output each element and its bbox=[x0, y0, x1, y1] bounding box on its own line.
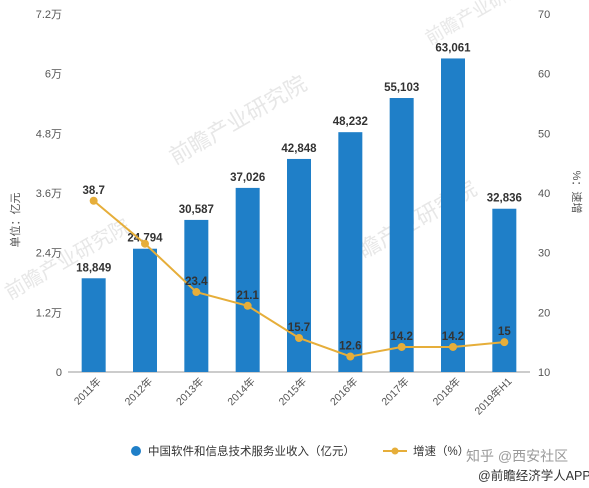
line-labels: 38.7 23.4 21.1 15.7 12.6 14.2 14.2 15 bbox=[82, 185, 511, 353]
bar-labels: 18,84924,79430,58737,02642,84848,23255,1… bbox=[76, 42, 522, 274]
right-tick-label: 20 bbox=[538, 307, 550, 319]
growth-value-label: 14.2 bbox=[442, 331, 464, 343]
bar bbox=[338, 132, 363, 372]
right-tick-label: 60 bbox=[538, 69, 550, 81]
right-y-axis: 10 20 30 40 50 60 70 bbox=[538, 9, 550, 379]
bar bbox=[492, 208, 517, 372]
growth-point bbox=[89, 196, 98, 205]
bar bbox=[235, 187, 260, 372]
bar-value-label: 63,061 bbox=[435, 42, 471, 54]
right-tick-label: 50 bbox=[538, 128, 550, 140]
left-tick-label: 1.2万 bbox=[36, 307, 62, 319]
bar-value-label: 55,103 bbox=[384, 82, 419, 94]
growth-point bbox=[243, 301, 252, 310]
bar-value-label: 32,836 bbox=[487, 193, 522, 205]
bar-value-label: 30,587 bbox=[179, 204, 214, 216]
x-tick-label: 2014年 bbox=[225, 375, 258, 408]
growth-value-label: 21.1 bbox=[236, 290, 259, 302]
bar-value-label: 42,848 bbox=[281, 143, 317, 155]
bar bbox=[441, 58, 465, 373]
legend-bar-swatch bbox=[131, 446, 141, 456]
bar-value-label: 18,849 bbox=[76, 262, 111, 274]
x-tick-label: 2019年H1 bbox=[472, 375, 515, 418]
x-tick-label: 2017年 bbox=[379, 375, 412, 408]
growth-point bbox=[141, 239, 149, 248]
left-tick-label: 4.8万 bbox=[36, 128, 62, 140]
left-tick-label: 3.6万 bbox=[36, 188, 62, 200]
left-tick-label: 2.4万 bbox=[36, 248, 62, 260]
bar bbox=[133, 248, 157, 372]
x-tick-label: 2018年 bbox=[430, 375, 463, 408]
right-tick-label: 70 bbox=[538, 9, 550, 21]
growth-point bbox=[295, 333, 303, 342]
growth-value-label: 38.7 bbox=[82, 185, 104, 197]
left-tick-label: 0 bbox=[56, 367, 62, 379]
bar-value-label: 48,232 bbox=[333, 116, 368, 128]
growth-point bbox=[346, 352, 355, 361]
growth-point bbox=[449, 342, 457, 351]
legend-line-marker bbox=[391, 447, 399, 455]
footer-watermark-1: 知乎 @西安社区 bbox=[466, 448, 568, 464]
growth-value-label: 15 bbox=[498, 326, 511, 338]
x-tick-label: 2011年 bbox=[71, 375, 104, 408]
legend-line-label: 增速（%） bbox=[413, 444, 469, 458]
right-tick-label: 30 bbox=[538, 248, 550, 260]
growth-point bbox=[192, 288, 201, 297]
watermark-text: 前瞻产业研究院 bbox=[422, 0, 541, 48]
right-tick-label: 10 bbox=[538, 367, 550, 379]
x-axis-ticks: 2011年 2012年 2013年 2014年 2015年 2016年 2017年 2018年… bbox=[71, 375, 514, 418]
right-axis-title: %：速增 bbox=[570, 171, 584, 214]
bar-value-label: 37,026 bbox=[230, 172, 265, 184]
growth-point bbox=[397, 342, 406, 351]
left-tick-label: 6万 bbox=[45, 69, 62, 81]
right-tick-label: 40 bbox=[538, 188, 550, 200]
growth-value-label: 14.2 bbox=[390, 331, 412, 343]
footer-watermark-2: @前瞻经济学人APP bbox=[478, 468, 589, 483]
left-y-axis: 0 1.2万 2.4万 3.6万 4.8万 6万 7.2万 bbox=[36, 9, 62, 379]
growth-value-label: 15.7 bbox=[288, 322, 310, 334]
bar bbox=[389, 98, 414, 373]
line-series bbox=[89, 196, 509, 361]
x-tick-label: 2015年 bbox=[276, 375, 309, 408]
x-tick-label: 2013年 bbox=[173, 375, 206, 408]
legend-bar-label: 中国软件和信息技术服务业收入（亿元） bbox=[148, 444, 355, 458]
left-tick-label: 7.2万 bbox=[36, 9, 62, 21]
x-tick-label: 2016年 bbox=[327, 375, 360, 408]
growth-point bbox=[500, 338, 509, 347]
growth-value-label: 12.6 bbox=[339, 340, 361, 352]
bar bbox=[81, 278, 106, 372]
growth-value-label: 23.4 bbox=[185, 276, 208, 288]
x-tick-label: 2012年 bbox=[122, 375, 155, 408]
legend: 中国软件和信息技术服务业收入（亿元） 增速（%） bbox=[131, 444, 469, 458]
left-axis-title: 单位：亿元 bbox=[8, 193, 22, 248]
